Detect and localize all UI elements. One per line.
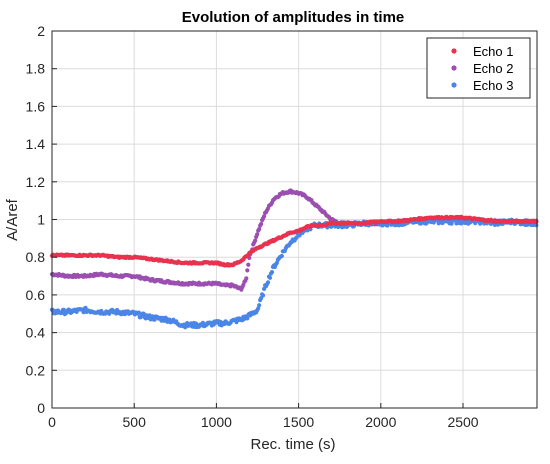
data-point: [265, 280, 271, 285]
data-point: [257, 303, 262, 308]
legend-label: Echo 3: [473, 78, 513, 93]
legend-label: Echo 2: [473, 61, 513, 76]
data-point: [255, 232, 260, 237]
chart-title: Evolution of amplitudes in time: [182, 9, 405, 26]
data-point: [257, 227, 262, 232]
y-tick-label: 1.8: [26, 61, 46, 77]
data-point: [267, 275, 273, 280]
legend-marker: [451, 48, 457, 54]
y-tick-label: 1: [37, 212, 45, 228]
y-tick-label: 0.4: [26, 325, 46, 341]
x-axis-label: Rec. time (s): [250, 436, 335, 453]
data-point: [136, 310, 141, 315]
data-point: [261, 293, 266, 298]
y-tick-label: 1.4: [26, 136, 46, 152]
x-tick-label: 2000: [365, 414, 396, 430]
series-echo-2: [49, 188, 539, 292]
data-point: [245, 316, 250, 321]
y-tick-label: 1.6: [26, 98, 46, 114]
data-point: [256, 306, 261, 311]
y-tick-label: 0.6: [26, 287, 46, 303]
x-tick-label: 1500: [283, 414, 314, 430]
legend-box: [426, 37, 531, 99]
y-tick-label: 1.2: [26, 174, 46, 190]
y-tick-label: 0: [37, 400, 45, 416]
data-point: [259, 221, 264, 227]
data-point: [244, 276, 249, 281]
x-tick-label: 2500: [447, 414, 478, 430]
data-point: [253, 238, 258, 243]
legend-label: Echo 1: [473, 44, 513, 59]
x-tick-label: 1000: [201, 414, 232, 430]
data-point: [246, 262, 251, 267]
data-point: [279, 253, 284, 259]
data-point: [534, 219, 539, 224]
x-tick-label: 0: [48, 414, 56, 430]
y-tick-label: 2: [37, 23, 45, 39]
data-point: [261, 214, 267, 219]
x-tick-label: 500: [123, 414, 147, 430]
legend-marker: [451, 82, 457, 88]
y-axis-label: A/Aref: [4, 198, 21, 241]
data-point: [269, 269, 275, 275]
y-tick-label: 0.8: [26, 249, 46, 265]
data-point: [478, 221, 483, 226]
legend: Echo 1 Echo 2 Echo 3: [426, 37, 531, 99]
data-point: [245, 268, 250, 273]
y-tick-label: 0.2: [26, 362, 46, 378]
legend-marker: [451, 65, 457, 71]
